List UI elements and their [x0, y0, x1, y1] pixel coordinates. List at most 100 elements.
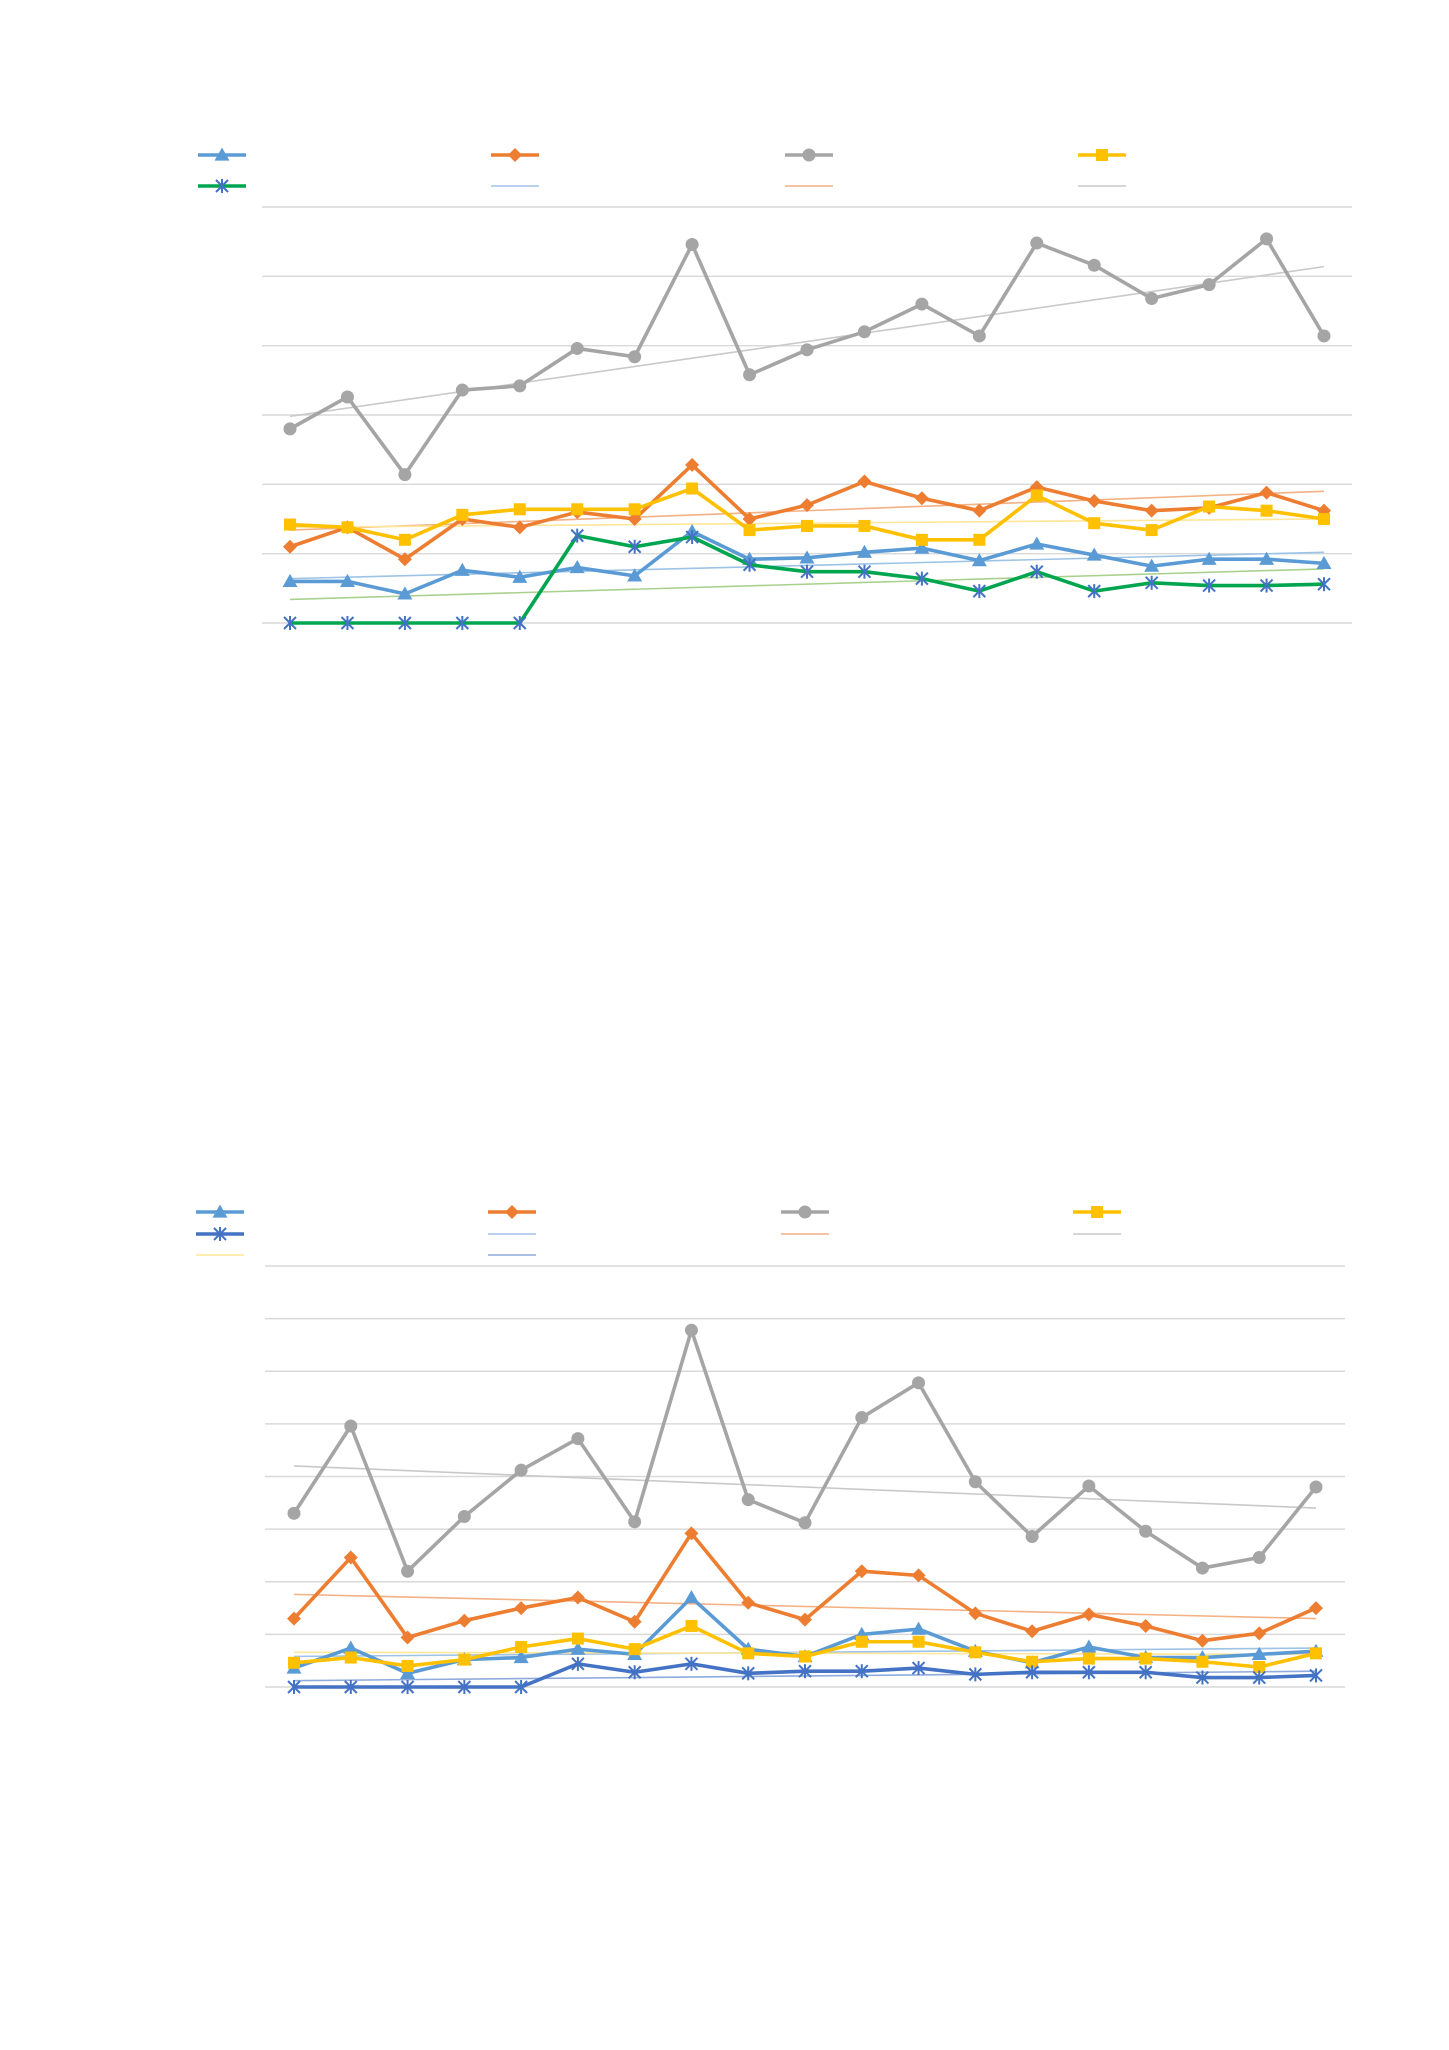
trendline-5 — [289, 568, 1325, 601]
legend-item-series-3 — [781, 1205, 829, 1219]
series-5-point — [857, 564, 872, 579]
series-5-point — [1144, 575, 1159, 590]
series-2-point — [1081, 1607, 1096, 1622]
series-4-point — [628, 1643, 641, 1656]
series-5-point — [571, 1656, 585, 1671]
series-5-point — [915, 571, 929, 586]
series-5-point — [685, 530, 699, 545]
series-5-point — [1259, 578, 1274, 593]
series-5-point — [400, 1680, 415, 1694]
series-2-point — [684, 1526, 699, 1541]
series-2-point — [400, 1630, 415, 1645]
series-4-point — [1145, 524, 1158, 537]
series-1-point — [397, 586, 413, 600]
series-2 — [283, 457, 1331, 567]
trendline-3 — [289, 265, 1325, 418]
series-3-point — [1260, 232, 1274, 246]
series-3-point — [283, 422, 297, 436]
series-2-point — [914, 491, 929, 506]
series-3-point — [344, 1419, 358, 1433]
series-4-point — [1260, 504, 1273, 517]
series-4-point — [685, 1619, 698, 1632]
series-3-point — [1030, 236, 1044, 250]
series-4-point — [1203, 500, 1216, 513]
series-3 — [283, 232, 1331, 482]
series-3-point — [1145, 292, 1159, 306]
series-2-point — [742, 512, 757, 526]
series-5-point — [741, 1666, 755, 1681]
legend-item-series-5 — [196, 1227, 244, 1241]
series-2-point — [1259, 485, 1274, 500]
series-1-point — [343, 1640, 359, 1654]
legend-item-series-5 — [198, 179, 246, 193]
series-2-point — [968, 1606, 983, 1621]
series-4-point — [288, 1656, 300, 1669]
series-4-point — [571, 1632, 584, 1645]
series-3-point — [457, 1509, 471, 1523]
series-2-point — [287, 1611, 301, 1626]
series-3-point — [1087, 258, 1101, 272]
series-3-point — [743, 368, 757, 382]
series-1-point — [282, 573, 298, 588]
series-3-point — [685, 237, 699, 251]
series-5-point — [742, 557, 757, 572]
series-2-point — [514, 1601, 529, 1616]
series-5-point — [1030, 564, 1044, 579]
series-2-point — [1195, 1633, 1210, 1648]
series-1-point — [1316, 555, 1332, 569]
series-3-point — [968, 1475, 982, 1489]
series-1-point — [1144, 558, 1160, 572]
series-1-point — [1259, 551, 1275, 565]
legend-item-series-1 — [198, 147, 246, 161]
legend-marker — [802, 148, 816, 162]
series-5-point — [344, 1680, 358, 1694]
series-2-point — [857, 474, 872, 489]
series-4-point — [401, 1659, 414, 1672]
series-1-point — [569, 560, 585, 574]
series-4-point — [686, 482, 699, 495]
series-3-point — [1202, 278, 1216, 292]
legend-marker — [505, 1205, 519, 1219]
series-3 — [287, 1323, 1323, 1578]
series-2-point — [457, 1613, 472, 1628]
series-1-point — [683, 1590, 699, 1604]
series-5-point — [340, 616, 355, 630]
series-1-point — [513, 1650, 529, 1664]
series-3-point — [741, 1493, 755, 1507]
series-5-point — [972, 584, 987, 599]
series-1-point — [856, 544, 872, 558]
legend-item-series-1 — [196, 1204, 244, 1218]
trendlines — [289, 265, 1325, 601]
series-1-point — [627, 568, 643, 582]
series-2-point — [854, 1564, 869, 1579]
series-4-point — [341, 521, 354, 534]
series-2-point — [685, 457, 700, 472]
series-3-point — [912, 1376, 926, 1390]
series-4-point — [1310, 1647, 1322, 1660]
series-3-point — [628, 350, 642, 364]
series-3-point — [340, 390, 354, 404]
series-3-point — [798, 1516, 812, 1530]
series-4-point — [515, 1641, 528, 1654]
series-3-point — [628, 1515, 642, 1529]
series-4-point — [398, 533, 411, 546]
series-2-point — [972, 503, 987, 518]
line-chart-1 — [198, 147, 1352, 630]
legend-marker — [215, 179, 229, 193]
series-2-point — [283, 539, 297, 554]
series-5-point — [627, 539, 642, 554]
series-1-point — [1081, 1639, 1097, 1653]
legend-marker — [212, 1204, 228, 1218]
series-5-point — [1202, 578, 1216, 593]
legend-item-series-4 — [1078, 149, 1126, 161]
series-1-point — [400, 1665, 416, 1679]
series-3-point — [857, 325, 871, 339]
series-4 — [288, 1619, 1322, 1674]
series-2-point — [627, 1614, 642, 1629]
series-3-point — [287, 1506, 301, 1520]
series-2-point — [800, 498, 814, 513]
series-4-point — [801, 519, 813, 532]
series-1-point — [911, 1621, 927, 1635]
series-5-point — [968, 1667, 983, 1682]
